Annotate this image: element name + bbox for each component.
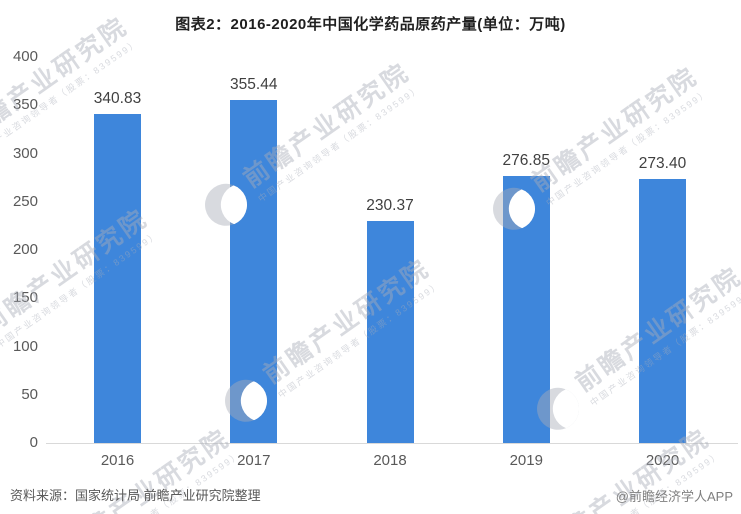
bar-value-label: 340.83	[93, 90, 142, 108]
bar-value-label: 230.37	[366, 196, 414, 214]
y-axis-tick-label: 300	[12, 144, 38, 162]
y-axis-tick-label: 50	[21, 385, 38, 403]
y-axis-tick-label: 200	[12, 241, 38, 258]
x-axis-tick-label: 2017	[237, 452, 271, 469]
chart-title: 图表2：2016-2020年中国化学药品原药产量(单位：万吨)	[175, 16, 566, 33]
x-axis-tick-label: 2020	[645, 452, 680, 469]
x-axis-tick-label: 2016	[100, 452, 135, 469]
y-axis-tick-label: 0	[29, 434, 38, 451]
bar-value-label: 276.85	[502, 151, 550, 169]
credit-note: @前瞻经济学人APP	[615, 489, 733, 504]
bar-2017	[230, 100, 278, 443]
y-axis-tick-label: 250	[12, 192, 38, 210]
bar-2019	[502, 175, 550, 443]
y-axis-tick-label: 350	[12, 96, 38, 114]
bar-value-label: 273.40	[638, 155, 687, 173]
y-axis-tick-label: 100	[12, 337, 38, 355]
x-axis-tick-label: 2018	[373, 452, 407, 469]
y-axis-tick-label: 150	[12, 289, 38, 307]
y-axis-tick-label: 400	[12, 48, 38, 65]
bar-value-label: 355.44	[230, 76, 278, 93]
x-axis-tick-label: 2019	[509, 452, 543, 469]
source-note: 资料来源：国家统计局 前瞻产业研究院整理	[10, 488, 261, 503]
x-axis-line	[46, 443, 738, 444]
bar-2016	[94, 114, 141, 443]
bar-2018	[366, 220, 414, 443]
bar-2020	[639, 179, 686, 443]
